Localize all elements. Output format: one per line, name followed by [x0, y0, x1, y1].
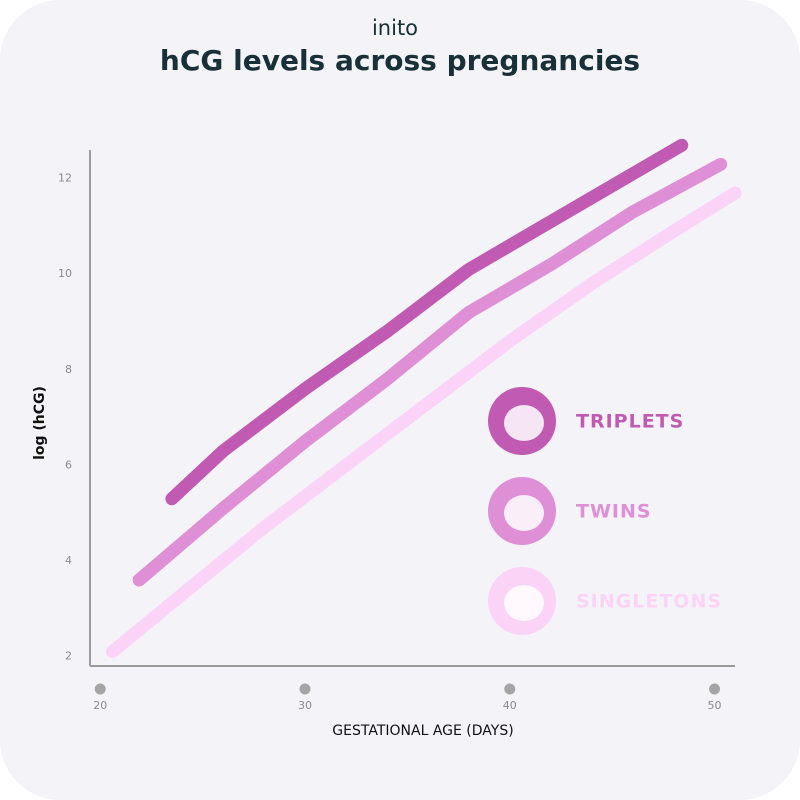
- y-tick-label: 10: [58, 267, 72, 280]
- x-tick-label: 20: [93, 699, 107, 712]
- legend-entry: TWINS: [488, 477, 652, 545]
- legend-icon-detail: [504, 495, 544, 531]
- y-tick-label: 2: [65, 649, 72, 662]
- series-line: [106, 186, 742, 659]
- chart-title: hCG levels across pregnancies: [160, 44, 640, 77]
- x-tick-label: 30: [298, 699, 312, 712]
- legend-icon-detail: [504, 405, 544, 441]
- y-tick-label: 12: [58, 172, 72, 185]
- x-tick-dot: [94, 683, 106, 695]
- series-line: [132, 157, 728, 587]
- legend-label: TRIPLETS: [576, 411, 684, 433]
- x-tick-dot: [299, 683, 311, 695]
- x-axis-label: GESTATIONAL AGE (DAYS): [332, 723, 513, 739]
- y-tick-label: 4: [65, 554, 72, 567]
- legend-label: SINGLETONS: [576, 591, 722, 613]
- x-tick-label: 40: [503, 699, 517, 712]
- y-tick-label: 6: [65, 458, 72, 471]
- legend-entry: TRIPLETS: [488, 387, 684, 455]
- legend-icon-detail: [504, 585, 544, 621]
- legend-entry: SINGLETONS: [488, 567, 722, 635]
- x-tick-label: 50: [708, 699, 722, 712]
- legend-label: TWINS: [576, 501, 652, 523]
- y-tick-label: 8: [65, 363, 72, 376]
- brand-logo: inito: [372, 16, 418, 40]
- series-line: [165, 138, 689, 506]
- x-tick-dot: [709, 683, 721, 695]
- y-axis-label: log (hCG): [32, 386, 48, 460]
- x-tick-dot: [504, 683, 516, 695]
